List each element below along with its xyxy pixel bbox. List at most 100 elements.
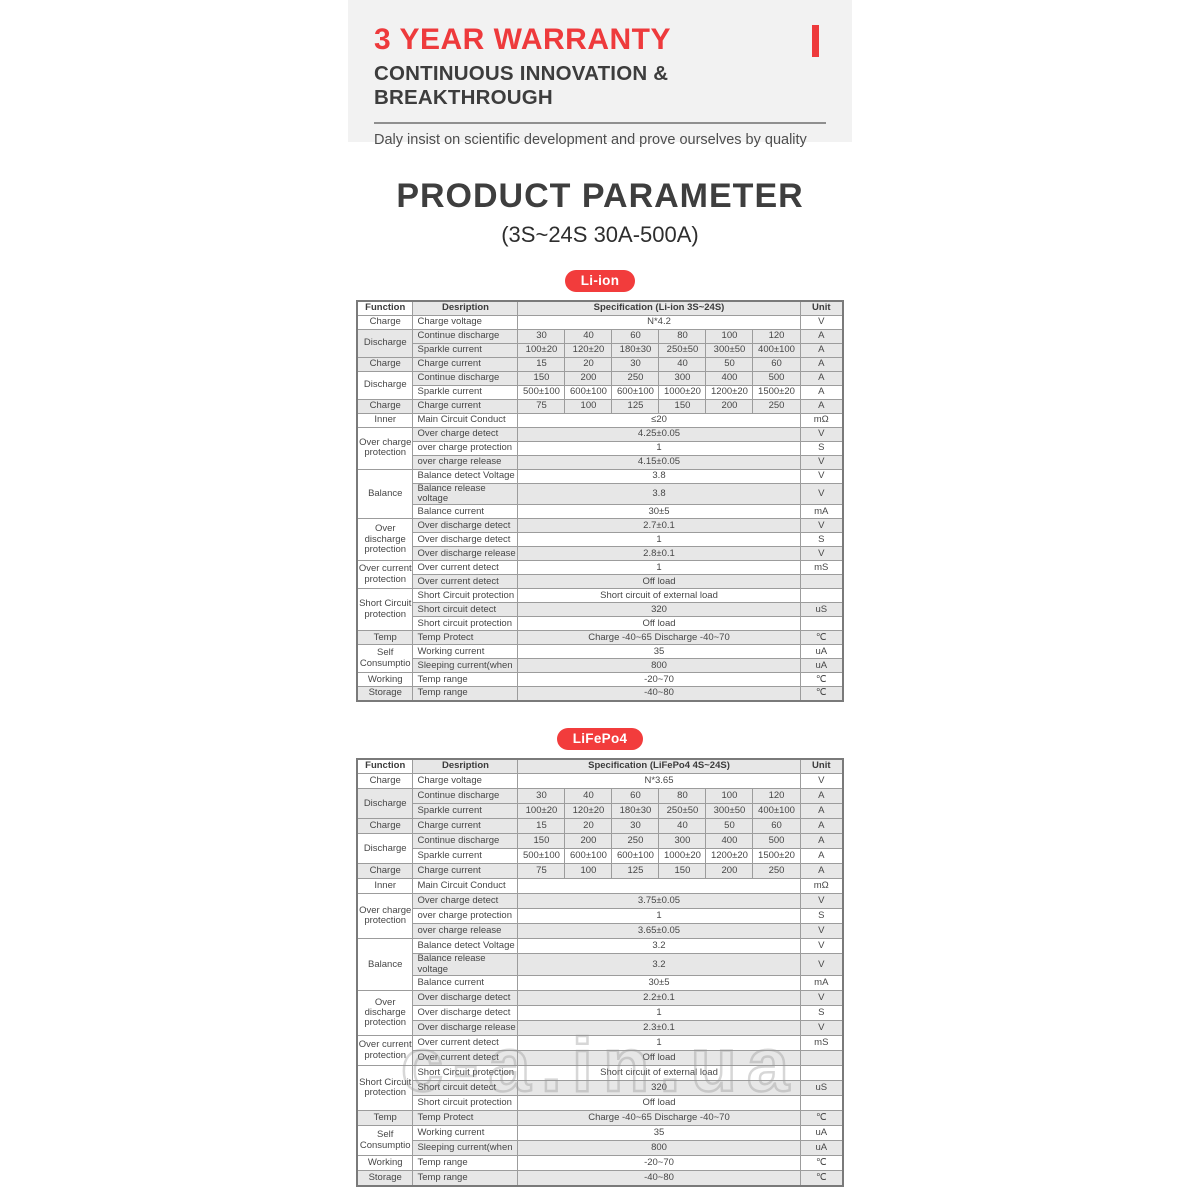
spec-cell: Off load [517,1050,801,1067]
spec-cell: 30 [517,328,566,344]
spec-cell: 20 [564,356,613,372]
table-row: Temp Temp Protect Charge -40~65 Discharge … [356,1110,844,1127]
table-row: Short Circuit protection Short Circuit pr… [356,588,844,632]
table-row: Sparkle current 100±20 120±20 180±30 250±50 3… [357,803,844,820]
banner-divider [374,122,826,124]
table-row: over charge release 3.65±0.05 V [357,923,844,940]
table-row: Sparkle current 500±100 600±100 600±100 1000… [357,848,844,865]
unit-cell: S [799,908,844,925]
function-cell: Discharge [356,328,414,358]
unit-cell [799,588,844,604]
spec-cell: 300 [658,833,707,850]
header-description: Desription [412,300,519,316]
unit-cell: V [799,990,844,1007]
unit-cell: mA [799,975,844,992]
spec-cell: 180±30 [611,342,660,358]
spec-cell: 125 [611,863,660,880]
table-row: Over current detect Off load [357,574,844,590]
description-cell: Sparkle current [412,342,519,358]
spec-cell: 30 [611,356,660,372]
unit-cell: V [799,953,844,977]
spec-cell: 400±100 [752,803,801,820]
table-row: Charge Charge voltage N*3.65 V [356,773,844,790]
description-cell: Over current detect [412,1050,519,1067]
spec-cell: Short circuit of external load [517,588,801,604]
unit-cell: ℃ [799,630,844,646]
spec-cell: Off load [517,1095,801,1112]
spec-cell: 100 [564,863,613,880]
table-row: Charge Charge current 15 20 30 40 50 60 A [356,356,844,372]
unit-cell: uA [799,644,844,660]
spec-cell: 2.3±0.1 [517,1020,801,1037]
description-cell: Temp range [412,1170,519,1187]
description-cell: Charge current [412,818,519,835]
unit-cell: S [799,440,844,456]
unit-cell: mS [799,1035,844,1052]
description-cell: Balance current [412,504,519,520]
unit-cell: A [799,848,844,865]
unit-cell: uA [799,1140,844,1157]
spec-cell: Short circuit of external load [517,1065,801,1082]
description-cell: over charge protection [412,908,519,925]
description-cell: Temp Protect [412,1110,519,1127]
description-cell: Charge current [412,863,519,880]
function-cell: Storage [356,1170,414,1187]
description-cell: Balance detect Voltage [412,468,519,484]
table-row: Discharge Continue discharge 150 200 250 300 4… [356,370,844,400]
spec-cell: 500 [752,833,801,850]
spec-cell: -20~70 [517,1155,801,1172]
spec-cell: 20 [564,818,613,835]
unit-cell: V [799,923,844,940]
unit-cell: V [799,454,844,470]
spec-cell: 2.2±0.1 [517,990,801,1007]
unit-cell [799,574,844,590]
table-row: Short circuit protection Off load [357,1095,844,1112]
description-cell: Over discharge release [412,546,519,562]
description-cell: Continue discharge [412,370,519,386]
spec-cell: 200 [564,833,613,850]
description-cell: Short Circuit protection [412,588,519,604]
function-cell: Temp [356,1110,414,1127]
table-row: Short circuit detect 320 uS [357,602,844,618]
spec-cell: 60 [752,356,801,372]
spec-cell: 200 [705,863,754,880]
banner-tagline: Daly insist on scientific development an… [374,132,807,148]
function-cell: Over discharge protection [356,990,414,1037]
table-header-row: Function Desription Specification (Li-ion … [356,300,844,316]
spec-cell: 4.15±0.05 [517,454,801,470]
function-cell: Discharge [356,370,414,400]
spec-cell: 80 [658,788,707,805]
spec-cell: 75 [517,398,566,414]
table-row: Discharge Continue discharge 30 40 60 80 100 12… [356,788,844,820]
unit-cell [799,1095,844,1112]
spec-cell: 1000±20 [658,848,707,865]
unit-cell: ℃ [799,1110,844,1127]
function-cell: Charge [356,818,414,835]
spec-cell: 200 [564,370,613,386]
description-cell: Charge current [412,398,519,414]
description-cell: over charge protection [412,440,519,456]
spec-cell: 1 [517,1035,801,1052]
description-cell: Main Circuit Conduct [412,878,519,895]
description-cell: Over current detect [412,574,519,590]
unit-cell: uS [799,602,844,618]
unit-cell: S [799,1005,844,1022]
description-cell: Temp range [412,686,519,702]
spec-cell: 120 [752,788,801,805]
function-cell: Over current protection [356,560,414,590]
unit-cell: V [799,546,844,562]
unit-cell: A [799,356,844,372]
unit-cell: A [799,788,844,805]
unit-cell: mS [799,560,844,576]
spec-cell: 100 [564,398,613,414]
spec-cell: 100±20 [517,342,566,358]
table-row: over charge protection 1 S [357,440,844,456]
table-row: Discharge Continue discharge 30 40 60 80 100 12… [356,328,844,358]
table-row: Self Consumptio Working current 35 uA [356,1125,844,1157]
unit-cell: V [799,482,844,506]
unit-cell: V [799,938,844,955]
unit-cell: A [799,370,844,386]
unit-cell: A [799,398,844,414]
spec-cell: 1500±20 [752,848,801,865]
spec-cell: 400±100 [752,342,801,358]
